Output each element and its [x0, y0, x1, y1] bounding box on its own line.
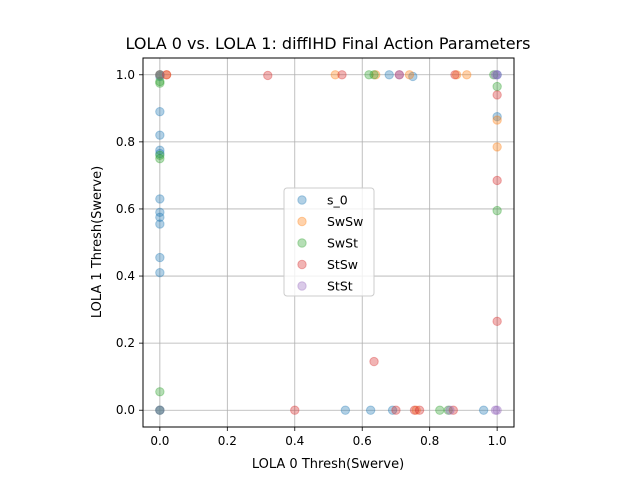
- data-point: [478, 405, 489, 415]
- data-point: [492, 70, 502, 80]
- x-tick-label: 0.0: [150, 434, 169, 448]
- x-tick-label: 0.8: [420, 434, 439, 448]
- data-point: [155, 71, 165, 82]
- data-point: [462, 70, 472, 80]
- data-point: [263, 70, 273, 81]
- data-point: [409, 405, 420, 415]
- data-point: [155, 267, 165, 278]
- data-point: [155, 207, 165, 218]
- legend-label: SwSw: [327, 214, 363, 229]
- data-point: [340, 405, 351, 415]
- x-axis-label: LOLA 0 Thresh(Swerve): [252, 457, 404, 472]
- data-point: [448, 405, 458, 415]
- legend-marker: [297, 281, 307, 291]
- y-tick-label: 0.0: [116, 403, 135, 417]
- legend-box: [283, 187, 375, 297]
- data-point: [371, 70, 381, 80]
- data-point: [155, 405, 165, 415]
- data-point: [155, 70, 165, 80]
- data-point: [492, 205, 502, 216]
- y-tick-label: 0.2: [116, 336, 135, 350]
- data-point: [490, 405, 501, 415]
- data-point: [492, 115, 502, 125]
- data-point: [489, 70, 499, 80]
- data-point: [161, 70, 172, 80]
- y-tick-label: 0.4: [116, 269, 135, 283]
- data-point: [155, 150, 165, 160]
- data-point: [490, 70, 501, 80]
- data-point: [155, 387, 165, 397]
- data-point: [445, 405, 455, 415]
- data-point: [443, 405, 453, 415]
- data-point: [492, 90, 502, 100]
- chart-title: LOLA 0 vs. LOLA 1: diffIHD Final Action …: [126, 34, 531, 53]
- data-point: [330, 70, 340, 80]
- x-tick-label: 0.6: [353, 434, 372, 448]
- y-tick-label: 0.6: [116, 202, 135, 216]
- data-point: [451, 70, 462, 80]
- data-point: [492, 142, 502, 152]
- data-point: [492, 81, 502, 92]
- data-point: [161, 70, 172, 80]
- data-point: [492, 70, 502, 80]
- data-point: [408, 71, 418, 82]
- data-point: [365, 405, 376, 415]
- data-point: [155, 130, 165, 140]
- x-tick-label: 0.4: [285, 434, 304, 448]
- data-point: [155, 405, 165, 415]
- y-tick-label: 1.0: [116, 68, 135, 82]
- legend-marker: [297, 259, 307, 270]
- data-point: [411, 405, 421, 415]
- data-point: [387, 405, 398, 415]
- data-point: [155, 194, 165, 204]
- data-point: [369, 70, 379, 80]
- data-point: [155, 405, 165, 415]
- data-point: [369, 356, 379, 367]
- data-point: [414, 405, 425, 415]
- data-point: [155, 70, 165, 80]
- data-point: [450, 70, 460, 80]
- legend-marker: [297, 195, 307, 205]
- data-point: [492, 316, 502, 327]
- data-point: [155, 70, 165, 80]
- data-point: [290, 405, 300, 415]
- legend-label: StSt: [327, 279, 353, 294]
- data-point: [337, 70, 347, 80]
- axis-ticks: 0.0 0.2 0.4 0.6 0.8 1.0 0.0 0.2 0.4 0.6 0.8 1.0: [116, 68, 507, 448]
- data-point: [384, 70, 394, 80]
- legend-marker: [297, 216, 307, 227]
- data-point: [364, 70, 374, 80]
- y-axis-label: LOLA 1 Thresh(Swerve): [90, 166, 105, 318]
- data-points: [155, 70, 502, 415]
- data-point: [492, 405, 502, 415]
- data-point: [394, 70, 405, 80]
- data-point: [155, 76, 165, 87]
- x-tick-label: 1.0: [488, 434, 507, 448]
- legend-marker: [297, 238, 307, 248]
- legend-label: s_0: [327, 193, 348, 208]
- data-point: [155, 78, 165, 88]
- data-point: [435, 405, 445, 415]
- data-point: [391, 405, 401, 415]
- data-point: [404, 70, 415, 80]
- data-point: [155, 145, 165, 155]
- data-point: [155, 219, 165, 229]
- data-point: [492, 175, 502, 186]
- data-point: [155, 212, 165, 223]
- legend-label: StSw: [327, 257, 358, 272]
- data-point: [155, 153, 165, 164]
- data-point: [394, 70, 405, 80]
- plot-frame: [142, 57, 515, 428]
- data-point: [155, 106, 165, 117]
- y-tick-label: 0.8: [116, 135, 135, 149]
- legend-label: SwSt: [327, 236, 358, 251]
- data-point: [492, 112, 502, 122]
- data-point: [155, 70, 165, 80]
- data-point: [155, 148, 165, 159]
- legend: s_0 SwSw SwSt StSw StSt: [283, 187, 375, 297]
- x-tick-label: 0.2: [218, 434, 237, 448]
- data-point: [155, 252, 165, 263]
